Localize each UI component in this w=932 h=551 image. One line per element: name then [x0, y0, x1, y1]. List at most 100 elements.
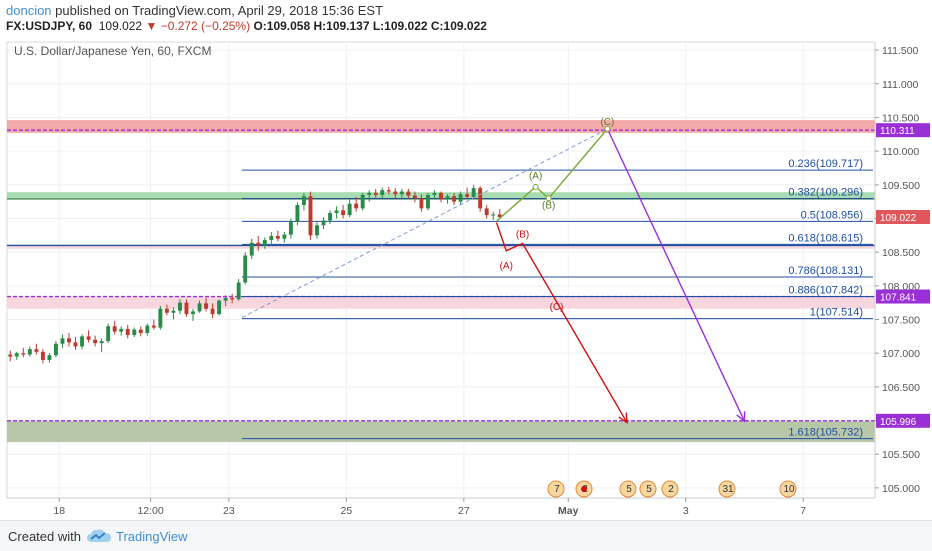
candle-body [132, 329, 137, 335]
fib-label: 0.236(109.717) [788, 158, 863, 170]
candle-body [138, 329, 143, 333]
candle-body [288, 221, 293, 235]
olive-zone [7, 421, 875, 443]
candle-body [295, 205, 300, 222]
fib-label: 0.618(108.615) [788, 232, 863, 244]
candle-body [164, 308, 169, 313]
time-axis[interactable]: 18 12:00 23 25 27 May 3 7 [7, 497, 875, 517]
event-count-label: 31 [722, 484, 734, 495]
event-count-label: 10 [783, 484, 795, 495]
purple-wave-path [606, 128, 746, 422]
price-tag-label: 109.022 [880, 213, 917, 224]
candle-body [328, 213, 333, 221]
time-tick-label: May [558, 505, 579, 517]
candle-body [360, 194, 365, 209]
candle-body [497, 214, 502, 218]
event-count-label: 5 [646, 484, 652, 495]
candle-body [119, 328, 124, 332]
candle-body [452, 196, 457, 202]
candle-body [432, 192, 437, 195]
candle-body [269, 235, 274, 241]
fib-label: 0.5(108.956) [801, 209, 863, 221]
price-tick-label: 105.000 [882, 483, 920, 495]
event-count-label: 7 [554, 484, 560, 495]
time-tick-label: 23 [223, 505, 235, 517]
time-tick-label: 25 [341, 505, 353, 517]
candle-body [393, 191, 398, 195]
author-link[interactable]: doncion [6, 3, 52, 18]
candle-body [445, 196, 450, 200]
grid-lines [7, 42, 875, 498]
time-tick-label: 3 [683, 505, 689, 517]
candle-body [491, 214, 496, 216]
tradingview-cloud-icon [87, 529, 111, 542]
published-text: published on TradingView.com, April 29, … [51, 3, 384, 18]
time-tick-label: 7 [800, 505, 806, 517]
candle-body [177, 302, 182, 311]
candle-body [60, 338, 65, 344]
candle-body [197, 303, 202, 312]
ohlc-values: O:109.058 H:109.137 L:109.022 C:109.022 [253, 19, 487, 33]
candle-body [256, 242, 261, 246]
candle-body [86, 336, 91, 340]
red-zone [7, 120, 875, 133]
candle-body [412, 195, 417, 199]
green-wave-point [604, 125, 611, 132]
price-chart[interactable]: 0.236(109.717) 0.382(109.296) 0.5(108.956)… [0, 36, 932, 520]
red-wave-path [495, 222, 628, 423]
green-wave-path [496, 128, 608, 222]
candle-body [321, 220, 326, 226]
candle-body [458, 194, 463, 202]
candle-body [93, 339, 98, 344]
price-tag-label: 105.996 [880, 417, 917, 428]
candle-body [14, 353, 19, 357]
candle-body [262, 240, 267, 246]
down-arrow-icon: ▼ [145, 19, 158, 33]
candle-body [465, 194, 470, 197]
candle-body [21, 353, 26, 355]
green-wave-point [532, 183, 539, 190]
green-wave-point [545, 195, 552, 202]
price-tag-label: 107.841 [880, 293, 917, 304]
price-tag [876, 123, 930, 138]
candle-body [425, 194, 430, 209]
red-wave-label: (A) [500, 261, 513, 272]
price-axis[interactable]: 111.500 111.000 110.500 110.000 109.500 109.0… [874, 36, 932, 499]
green-wave-label: (B) [542, 200, 555, 211]
candle-body [308, 196, 313, 236]
price-tick-label: 107.000 [882, 348, 920, 360]
candle-body [315, 225, 319, 236]
candle-body [301, 196, 306, 206]
green-wave-label: (C) [600, 117, 614, 128]
candle-body [406, 191, 411, 196]
candle-body [99, 341, 104, 344]
publish-header: doncion published on TradingView.com, Ap… [0, 0, 932, 36]
price-tick-label: 110.000 [882, 146, 919, 158]
price-tag-label: 110.311 [880, 126, 915, 137]
candle-body [145, 325, 150, 333]
fib-label: 1.618(105.732) [788, 427, 863, 439]
price-tick-label: 109.500 [882, 180, 920, 192]
candle-body [223, 297, 228, 301]
dashed-trend-line [241, 128, 608, 318]
pink-zone [7, 244, 875, 249]
fib-label: 0.382(109.296) [788, 187, 863, 199]
chart-area[interactable]: 0.236(109.717) 0.382(109.296) 0.5(108.956)… [0, 36, 932, 520]
candle-body [204, 303, 209, 309]
tradingview-brand-link[interactable]: TradingView [116, 529, 188, 544]
price-tick-label: 107.500 [882, 315, 920, 327]
red-wave-label: (C) [550, 302, 564, 313]
candle-body [40, 351, 45, 360]
candle-body [217, 300, 222, 315]
price-tick-label: 111.500 [882, 45, 919, 57]
price-tick-label: 110.500 [882, 112, 919, 124]
candle-body [249, 242, 254, 256]
candle-body [367, 192, 372, 195]
price-tick-label: 105.500 [882, 449, 920, 461]
event-count-label: 2 [668, 484, 674, 495]
created-with-label: Created with [8, 529, 81, 544]
us-flag-event-icon [619, 480, 637, 498]
us-flag-event-icon [661, 480, 679, 498]
quote-line: FX:USDJPY, 60 109.022 ▼ −0.272 (−0.25%) … [6, 19, 487, 33]
us-flag-event-icon [718, 480, 736, 498]
